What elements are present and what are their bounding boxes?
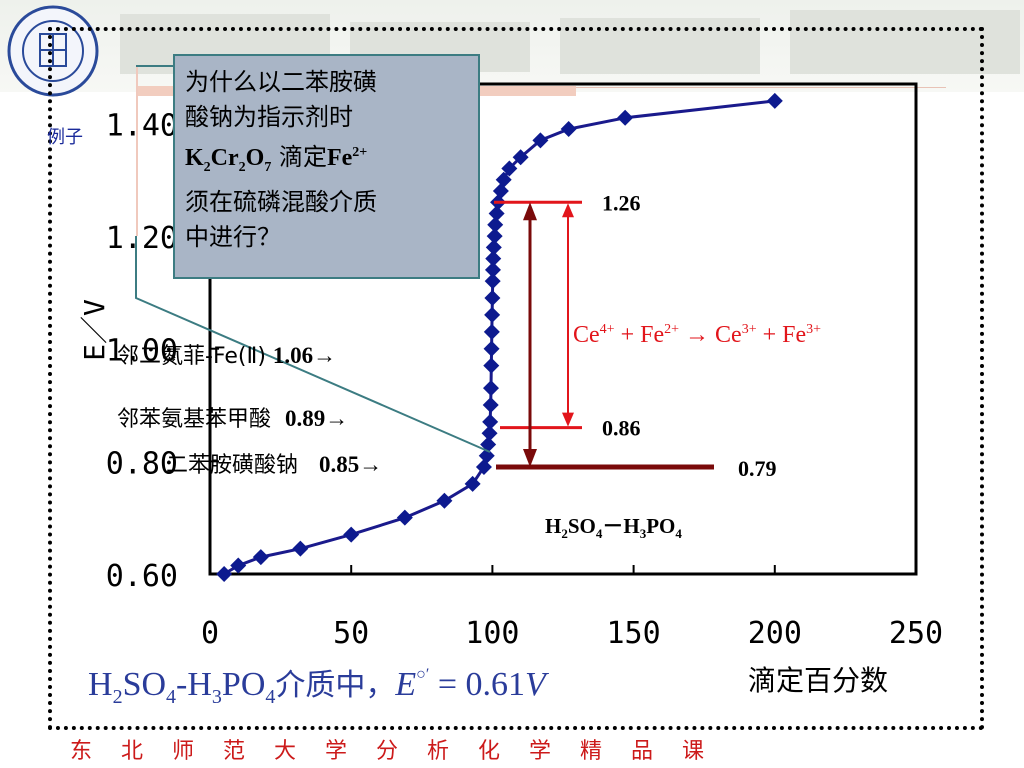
arrow-head-up [562, 203, 574, 218]
y-tick-label: 1.00 [106, 334, 178, 369]
annotation-label: 0.86 [602, 416, 641, 441]
x-tick-label: 150 [607, 616, 661, 651]
data-point [486, 228, 503, 245]
data-point [484, 290, 501, 307]
indicator-anthranilic-acid: 邻苯氨基苯甲酸 0.89→ [117, 401, 348, 433]
example-label: 例子 [47, 127, 83, 148]
y-tick-label: 1.20 [106, 221, 178, 256]
formal-potential-formula: H2SO4-H3PO4介质中，E○′ = 0.61V [88, 666, 546, 708]
data-point [482, 413, 499, 430]
callout-line-2: 酸钠为指示剂时 [185, 103, 353, 131]
data-point [483, 357, 500, 374]
annotation-label: 0.79 [738, 456, 777, 481]
data-point [766, 92, 783, 109]
y-tick-label: 0.80 [106, 446, 178, 481]
x-tick-label: 200 [748, 616, 802, 651]
indicator-name: 邻苯氨基苯甲酸 [117, 407, 272, 432]
arrow-head-down [523, 448, 537, 467]
callout-line-3: K2Cr2O7 滴定Fe2+ [185, 143, 368, 175]
x-axis-label: 滴定百分数 [748, 664, 888, 697]
data-point [481, 425, 498, 442]
annotation-label: 1.26 [602, 190, 641, 215]
data-point [252, 549, 269, 566]
plot-frame [208, 82, 918, 576]
data-point [483, 340, 500, 357]
data-point [487, 216, 504, 233]
data-point [343, 526, 360, 543]
indicator-name: 邻二氮菲-Fe(Ⅱ) [117, 344, 266, 369]
data-point [482, 397, 499, 414]
data-point [478, 447, 495, 464]
arrow-head-up [523, 202, 537, 221]
data-point [485, 239, 502, 256]
data-point [485, 250, 502, 267]
data-point [475, 458, 492, 475]
footer-course-title: 东北师范大学分析化学精品课 [70, 739, 734, 764]
data-point [396, 509, 413, 526]
x-tick-label: 100 [465, 616, 519, 651]
x-tick-label: 250 [889, 616, 943, 651]
data-point [532, 132, 549, 149]
callout-line-5: 中进行？ [185, 222, 281, 251]
accent-line [576, 87, 946, 88]
data-point [488, 205, 505, 222]
data-point [560, 121, 577, 138]
data-point [495, 171, 512, 188]
x-tick-label: 0 [201, 616, 219, 651]
indicator-value: 0.85→ [319, 452, 383, 477]
data-point [492, 183, 509, 200]
question-callout: 为什么以二苯胺磺 酸钠为指示剂时 K2Cr2O7 滴定Fe2+ 须在硫磷混酸介质… [173, 54, 480, 279]
reaction-equation: Ce4+ + Fe2+ → Ce3+ + Fe3+ [573, 322, 822, 348]
slide-frame [48, 27, 984, 730]
data-point [483, 323, 500, 340]
arrow-head-down [562, 412, 574, 427]
callout-line-1: 为什么以二苯胺磺 [185, 68, 377, 96]
data-point [617, 109, 634, 126]
callout-line-4: 须在硫磷混酸介质 [185, 187, 377, 216]
indicator-name: 二苯胺磺酸钠 [166, 453, 299, 478]
indicator-value: 0.89→ [285, 406, 349, 431]
data-point [292, 540, 309, 557]
data-point [484, 261, 501, 278]
medium-label: H2SO4－H3PO4 [545, 514, 682, 542]
x-tick-label: 50 [333, 616, 369, 651]
y-tick-label: 0.60 [106, 559, 178, 594]
y-axis-label: E／V [78, 299, 111, 361]
indicator-phenanthroline: 邻二氮菲-Fe(Ⅱ) 1.06→ [117, 338, 336, 370]
data-point [216, 566, 233, 582]
data-point [484, 306, 501, 323]
data-point [484, 273, 501, 290]
data-point [436, 492, 453, 509]
y-tick-label: 1.40 [106, 108, 178, 143]
data-point [482, 380, 499, 397]
data-point [464, 475, 481, 492]
callout-connector [135, 236, 491, 453]
indicator-diphenylamine-sulfonate: 二苯胺磺酸钠 0.85→ [166, 447, 382, 479]
data-point [501, 160, 518, 177]
data-point [230, 557, 247, 574]
indicator-value: 1.06→ [272, 343, 337, 368]
data-point [512, 149, 529, 166]
accent-vertical-line [136, 66, 138, 236]
